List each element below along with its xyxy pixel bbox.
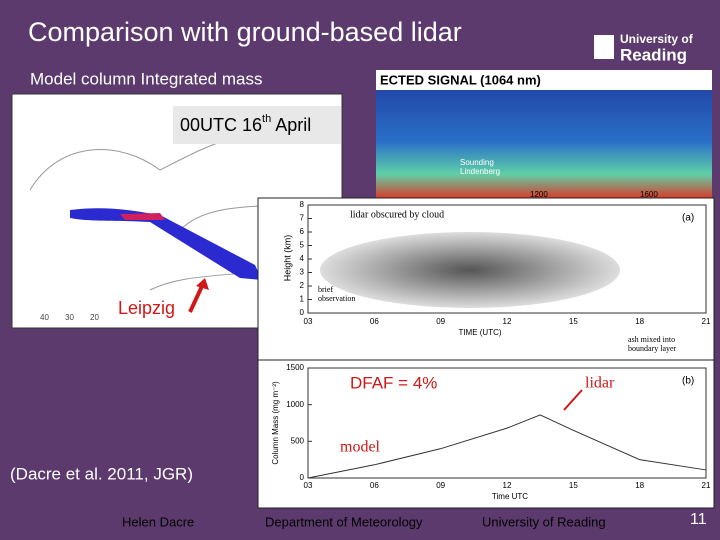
dfaf-label: DFAF = 4% bbox=[350, 373, 437, 392]
place-box bbox=[110, 292, 186, 324]
x-tick-label: 12 bbox=[503, 317, 512, 326]
lidar-site: Sounding bbox=[460, 158, 494, 167]
x-axis-label: TIME (UTC) bbox=[458, 328, 501, 337]
panel-b: (b) Column Mass (mg m⁻²) Time UTC DFAF =… bbox=[257, 359, 715, 509]
note-ash: ash mixed into bbox=[628, 335, 675, 344]
subtitle: Model column Integrated mass bbox=[30, 69, 262, 88]
y-axis-label: Column Mass (mg m⁻²) bbox=[271, 381, 280, 465]
y-tick-label: 1500 bbox=[286, 363, 304, 372]
x-tick-label: 15 bbox=[569, 317, 578, 326]
model-label: model bbox=[340, 439, 381, 456]
y-tick-label: 5 bbox=[300, 241, 305, 250]
place-arrow bbox=[188, 283, 205, 313]
y-tick-label: 6 bbox=[300, 227, 305, 236]
page-number: 11 bbox=[690, 511, 707, 528]
lidar-time: 1200 bbox=[530, 190, 548, 199]
y-tick-label: 0 bbox=[300, 308, 305, 317]
logo-crest bbox=[594, 35, 614, 59]
x-tick-label: 21 bbox=[702, 481, 711, 490]
x-tick-label: 06 bbox=[370, 481, 379, 490]
lidar-pointer bbox=[563, 389, 583, 411]
y-tick-label: 1 bbox=[300, 295, 305, 304]
plume bbox=[70, 208, 262, 280]
logo-text: Reading bbox=[620, 45, 687, 64]
y-tick-label: 4 bbox=[300, 254, 305, 263]
x-tick-label: 03 bbox=[304, 317, 313, 326]
date-rest: April bbox=[275, 115, 311, 135]
y-tick-label: 8 bbox=[300, 200, 305, 209]
citation: (Dacre et al. 2011, JGR) bbox=[10, 464, 193, 483]
x-tick-label: 18 bbox=[635, 481, 644, 490]
date-main: 00UTC 16 bbox=[180, 115, 262, 135]
lon-label: 40 bbox=[40, 313, 49, 322]
place-arrowhead bbox=[196, 278, 209, 290]
x-tick-label: 03 bbox=[304, 481, 313, 490]
y-tick-label: 500 bbox=[291, 436, 305, 445]
y-tick-label: 1000 bbox=[286, 400, 304, 409]
lidar-site: Lindenberg bbox=[460, 167, 500, 176]
note-brief: observation bbox=[318, 294, 355, 303]
x-tick-label: 15 bbox=[569, 481, 578, 490]
x-tick-label: 18 bbox=[635, 317, 644, 326]
y-tick-label: 7 bbox=[300, 214, 305, 223]
logo-text: University of bbox=[620, 32, 694, 46]
note-brief: brief bbox=[318, 285, 333, 294]
lidar-label: lidar bbox=[585, 375, 615, 392]
y-tick-label: 2 bbox=[300, 281, 305, 290]
lon-label: 20 bbox=[90, 313, 99, 322]
panel-tag: (b) bbox=[682, 376, 694, 387]
date-sup: th bbox=[262, 113, 271, 125]
logo: University of Reading bbox=[594, 32, 694, 64]
x-tick-label: 09 bbox=[436, 317, 445, 326]
y-tick-label: 0 bbox=[300, 473, 305, 482]
x-tick-label: 21 bbox=[702, 317, 711, 326]
y-tick-label: 3 bbox=[300, 268, 305, 277]
ash-layer bbox=[320, 232, 620, 308]
lidar-image: ECTED SIGNAL (1064 nm) Sounding Lindenbe… bbox=[376, 70, 712, 200]
x-tick-label: 12 bbox=[503, 481, 512, 490]
panel-tag: (a) bbox=[682, 213, 694, 224]
date-label: 00UTC 16th April bbox=[180, 113, 311, 135]
lidar-plot bbox=[376, 70, 712, 200]
note-cloud: lidar obscured by cloud bbox=[350, 209, 444, 220]
place-label: Leipzig bbox=[118, 298, 175, 318]
date-box bbox=[173, 106, 341, 144]
footer-author: Helen Dacre bbox=[122, 514, 194, 529]
lon-label: 30 bbox=[65, 313, 74, 322]
x-axis-label: Time UTC bbox=[492, 492, 528, 501]
footer-uni: University of Reading bbox=[482, 514, 606, 529]
x-tick-label: 06 bbox=[370, 317, 379, 326]
lidar-header: ECTED SIGNAL (1064 nm) bbox=[380, 72, 541, 87]
lidar-header-bg bbox=[376, 70, 712, 90]
footer-dept: Department of Meteorology bbox=[265, 514, 423, 529]
y-axis-label: Height (km) bbox=[282, 235, 292, 282]
lidar-time: 1600 bbox=[640, 190, 658, 199]
title: Comparison with ground-based lidar bbox=[28, 17, 462, 47]
plume-core bbox=[120, 213, 165, 220]
note-ash: boundary layer bbox=[628, 344, 677, 353]
x-tick-label: 09 bbox=[436, 481, 445, 490]
model-line bbox=[307, 414, 707, 479]
panel-a: lidar obscured by cloud brief observatio… bbox=[257, 197, 715, 361]
